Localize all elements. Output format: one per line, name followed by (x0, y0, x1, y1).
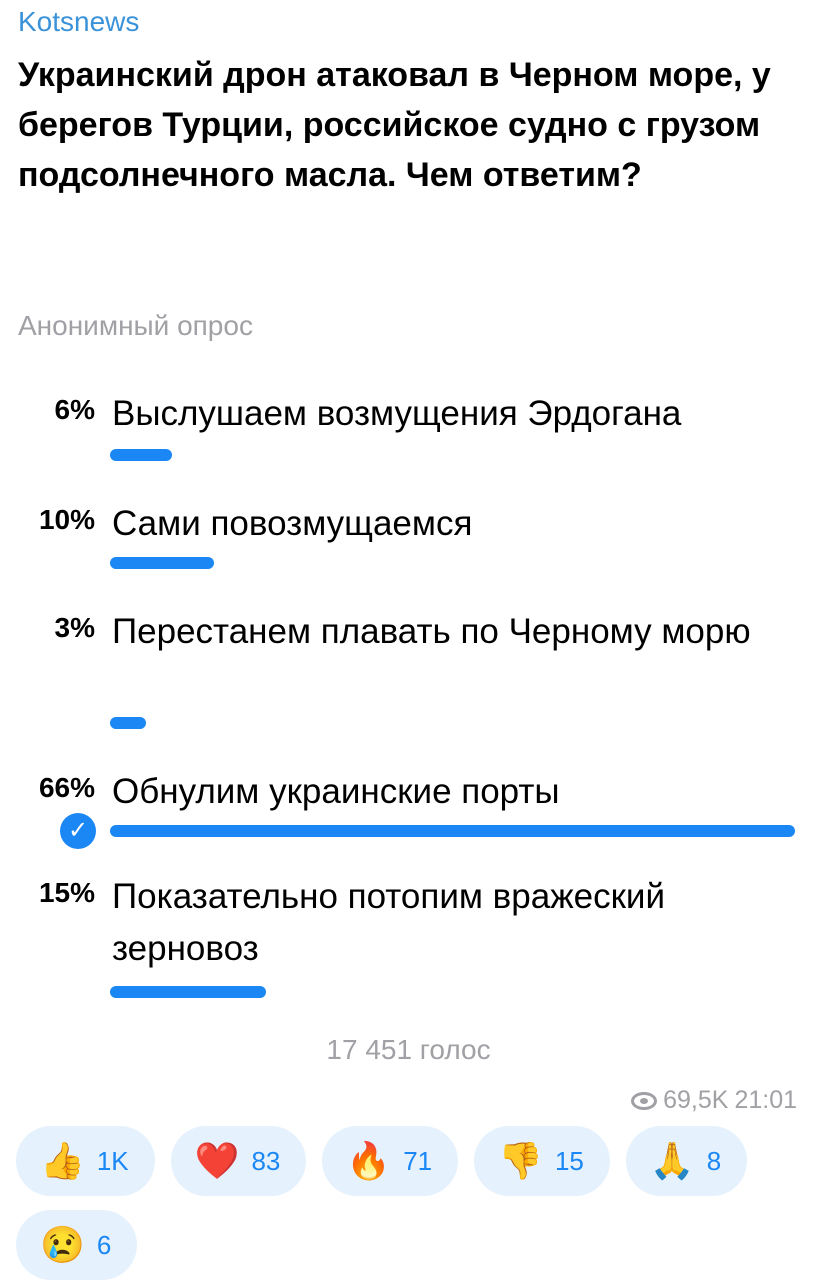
thumbs-up-icon: 👍 (40, 1140, 85, 1181)
reaction-count: 15 (554, 1145, 584, 1176)
vote-count: 17 451 голос (326, 1034, 491, 1065)
check-icon: ✓ (60, 813, 96, 849)
reaction-crying-face[interactable]: 😢 6 (16, 1210, 138, 1280)
option-result-bar (110, 557, 214, 569)
option-result-bar (110, 986, 266, 998)
reaction-praying-hands[interactable]: 🙏 8 (625, 1126, 748, 1196)
option-result-bar (110, 825, 795, 837)
option-text: Показательно потопим вражеский зерновоз (112, 877, 665, 968)
reaction-heart[interactable]: ❤️ 83 (170, 1126, 307, 1196)
reactions-bar: 👍 1K ❤️ 83 🔥 71 👎 15 🙏 8 😢 6 (16, 1126, 806, 1280)
option-percent: 6% (54, 394, 95, 425)
option-percent: 10% (38, 504, 95, 535)
post-time: 21:01 (734, 1086, 797, 1114)
reaction-count: 71 (403, 1145, 433, 1176)
option-text: Обнулим украинские порты (112, 772, 560, 811)
heart-icon: ❤️ (194, 1140, 240, 1181)
reaction-thumbs-up[interactable]: 👍 1K (16, 1126, 155, 1196)
reaction-count: 1K (96, 1145, 129, 1176)
option-percent: 3% (54, 612, 95, 643)
reaction-fire[interactable]: 🔥 71 (322, 1126, 459, 1196)
thumbs-down-icon: 👎 (498, 1140, 543, 1181)
channel-name[interactable]: Kotsnews (18, 6, 140, 37)
post-title: Украинский дрон атаковал в Черном море, … (18, 56, 771, 194)
praying-hands-icon: 🙏 (649, 1140, 695, 1181)
option-percent: 66% (38, 772, 95, 803)
views-count: 69,5K (663, 1086, 729, 1114)
option-text: Выслушаем возмущения Эрдогана (112, 394, 682, 433)
eye-icon (631, 1091, 658, 1110)
reaction-thumbs-down[interactable]: 👎 15 (474, 1126, 610, 1196)
option-result-bar (110, 449, 173, 461)
post-meta: 69,5K 21:01 (631, 1086, 797, 1115)
option-text: Сами повозмущаемся (112, 504, 473, 543)
crying-face-icon: 😢 (40, 1224, 85, 1265)
reaction-count: 6 (96, 1229, 112, 1260)
option-percent: 15% (38, 877, 95, 908)
fire-icon: 🔥 (346, 1140, 392, 1181)
option-result-bar (110, 717, 146, 729)
reaction-count: 83 (251, 1145, 281, 1176)
poll-type: Анонимный опрос (18, 310, 253, 341)
reaction-count: 8 (706, 1145, 722, 1176)
option-text: Перестанем плавать по Черному морю (112, 612, 751, 651)
